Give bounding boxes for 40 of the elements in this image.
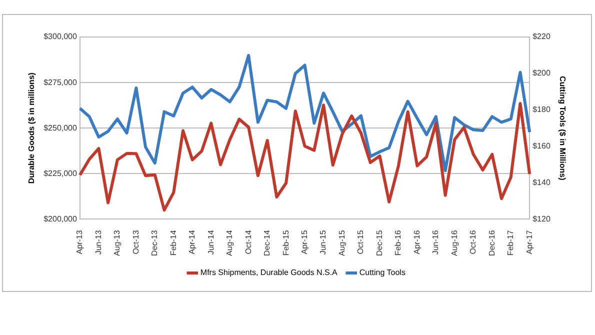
y-tick-label: $275,000 [44,78,78,87]
x-tick-label: Aug-14 [225,230,234,256]
x-tick-label: Jun-15 [318,230,328,255]
x-tick-label: Oct-13 [131,230,140,254]
y2-tick-label: $140 [532,178,551,187]
x-tick-label: Apr-16 [412,230,422,254]
x-tick-label: Apr-14 [188,230,197,254]
x-tick-label: Aug-16 [450,230,459,256]
x-tick-label: Oct-15 [356,230,366,254]
x-tick-label: Feb-17 [506,230,516,256]
x-tick-label: Oct-16 [468,230,478,254]
y-tick-label: $225,000 [44,168,78,178]
x-tick-label: Jun-16 [431,230,440,255]
x-tick-label: Dec-14 [262,230,272,256]
x-tick-label: Aug-15 [337,230,346,256]
y2-tick-label: $220 [532,32,551,42]
x-tick-label: Aug-13 [112,230,122,256]
legend-label: Cutting Tools [359,268,406,278]
x-tick-label: Jun-14 [206,230,216,255]
y-tick-label: $200,000 [44,214,78,224]
x-tick-label: Apr-15 [300,230,309,254]
y2-tick-label: $160 [532,142,551,151]
x-tick-label: Feb-14 [168,230,178,256]
x-tick-label: Dec-16 [487,230,496,256]
x-tick-label: Dec-13 [150,230,160,256]
y2-tick-label: $120 [532,214,551,224]
legend-label: Mfrs Shipments, Durable Goods N.S.A [200,268,338,278]
x-tick-label: Jun-13 [94,230,103,255]
y2-tick-label: $180 [532,105,551,114]
x-tick-label: Apr-13 [75,230,84,254]
x-tick-label: Feb-16 [394,230,403,256]
x-tick-label: Oct-14 [244,230,253,254]
y2-axis-title: Cutting Tools ($ in Millions) [558,76,567,181]
y-tick-label: $300,000 [44,32,78,42]
x-tick-label: Apr-17 [524,230,534,254]
x-tick-label: Dec-15 [374,230,384,256]
y-tick-label: $250,000 [44,123,78,132]
y-axis-title: Durable Goods ($ in millions) [27,72,36,184]
x-tick-label: Feb-15 [281,230,290,256]
y2-tick-label: $200 [532,68,551,78]
